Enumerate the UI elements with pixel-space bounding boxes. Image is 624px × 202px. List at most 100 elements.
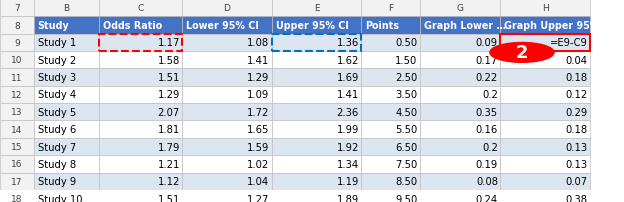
Bar	[0, 173, 34, 190]
Text: 1.41: 1.41	[337, 90, 359, 100]
Bar	[182, 173, 272, 190]
Bar	[272, 138, 361, 156]
Bar	[500, 173, 590, 190]
Text: 17: 17	[11, 177, 22, 186]
Text: 9: 9	[14, 39, 20, 48]
Bar	[272, 0, 361, 17]
Text: 1.02: 1.02	[247, 159, 270, 169]
Text: =E9-C9: =E9-C9	[550, 38, 587, 48]
Text: 0.18: 0.18	[565, 125, 587, 135]
Bar	[500, 17, 590, 35]
Text: 5.50: 5.50	[396, 125, 417, 135]
Bar	[99, 190, 182, 202]
Bar	[99, 0, 182, 17]
Text: 0.2: 0.2	[482, 142, 498, 152]
Bar	[34, 190, 99, 202]
Bar	[272, 35, 361, 52]
Bar	[0, 35, 34, 52]
Text: 0.29: 0.29	[565, 107, 587, 117]
Bar	[99, 17, 182, 35]
Bar	[420, 173, 500, 190]
Text: 8.50: 8.50	[396, 176, 417, 186]
Bar	[0, 69, 34, 86]
Bar	[361, 0, 420, 17]
Bar	[99, 35, 182, 52]
Text: 1.51: 1.51	[157, 73, 180, 83]
Text: 1.92: 1.92	[336, 142, 359, 152]
Bar	[361, 86, 420, 104]
Text: Study 4: Study 4	[37, 90, 76, 100]
Text: F: F	[388, 4, 393, 13]
Text: 1.41: 1.41	[247, 56, 270, 65]
Text: 0.13: 0.13	[565, 142, 587, 152]
Text: 1.04: 1.04	[247, 176, 270, 186]
Text: B: B	[64, 4, 69, 13]
Text: 0.24: 0.24	[475, 194, 498, 202]
Text: 7.50: 7.50	[396, 159, 417, 169]
Text: Study: Study	[37, 21, 69, 31]
Bar	[420, 0, 500, 17]
Text: 1.69: 1.69	[336, 73, 359, 83]
Bar	[0, 138, 34, 156]
Text: Graph Lower …: Graph Lower …	[424, 21, 506, 31]
Bar	[361, 52, 420, 69]
Text: 0.18: 0.18	[565, 73, 587, 83]
Bar	[99, 86, 182, 104]
Bar	[272, 190, 361, 202]
Text: 0.12: 0.12	[565, 90, 587, 100]
Text: 1.29: 1.29	[247, 73, 270, 83]
Bar	[182, 104, 272, 121]
Text: 1.72: 1.72	[247, 107, 270, 117]
Text: E: E	[314, 4, 319, 13]
Text: Study 9: Study 9	[37, 176, 76, 186]
Text: 0.09: 0.09	[475, 38, 498, 48]
Text: 0.2: 0.2	[482, 90, 498, 100]
Text: 13: 13	[11, 108, 22, 117]
Text: 1.59: 1.59	[247, 142, 270, 152]
Bar	[361, 173, 420, 190]
Bar	[182, 35, 272, 52]
Circle shape	[490, 43, 554, 63]
Bar	[182, 138, 272, 156]
Bar	[182, 52, 272, 69]
Text: 2: 2	[515, 44, 529, 62]
Text: 1.58: 1.58	[157, 56, 180, 65]
Text: 1.27: 1.27	[247, 194, 270, 202]
Bar	[500, 0, 590, 17]
Text: 12: 12	[11, 90, 22, 99]
Text: 1.79: 1.79	[157, 142, 180, 152]
Bar	[99, 138, 182, 156]
Text: 1.99: 1.99	[336, 125, 359, 135]
Text: 1.51: 1.51	[157, 194, 180, 202]
Text: 2.36: 2.36	[337, 107, 359, 117]
Bar	[182, 0, 272, 17]
Bar	[99, 52, 182, 69]
Bar	[420, 35, 500, 52]
Bar	[420, 121, 500, 138]
Bar	[182, 156, 272, 173]
Text: 1.81: 1.81	[157, 125, 180, 135]
Bar	[0, 0, 34, 17]
Text: 1.17: 1.17	[157, 38, 180, 48]
Bar	[361, 121, 420, 138]
Text: 1.12: 1.12	[157, 176, 180, 186]
Bar	[420, 69, 500, 86]
Bar	[272, 17, 361, 35]
Bar	[182, 190, 272, 202]
Bar	[99, 69, 182, 86]
Text: 2.50: 2.50	[396, 73, 417, 83]
Bar	[500, 35, 590, 52]
Text: 2.07: 2.07	[157, 107, 180, 117]
Text: 10: 10	[11, 56, 22, 65]
Text: Upper 95% CI: Upper 95% CI	[276, 21, 348, 31]
Bar	[34, 69, 99, 86]
Bar	[420, 86, 500, 104]
Bar	[500, 121, 590, 138]
Text: Points: Points	[365, 21, 399, 31]
Text: 0.35: 0.35	[475, 107, 498, 117]
Bar	[0, 156, 34, 173]
Bar	[420, 190, 500, 202]
Text: 8: 8	[14, 21, 20, 30]
Bar	[0, 52, 34, 69]
Bar	[272, 121, 361, 138]
